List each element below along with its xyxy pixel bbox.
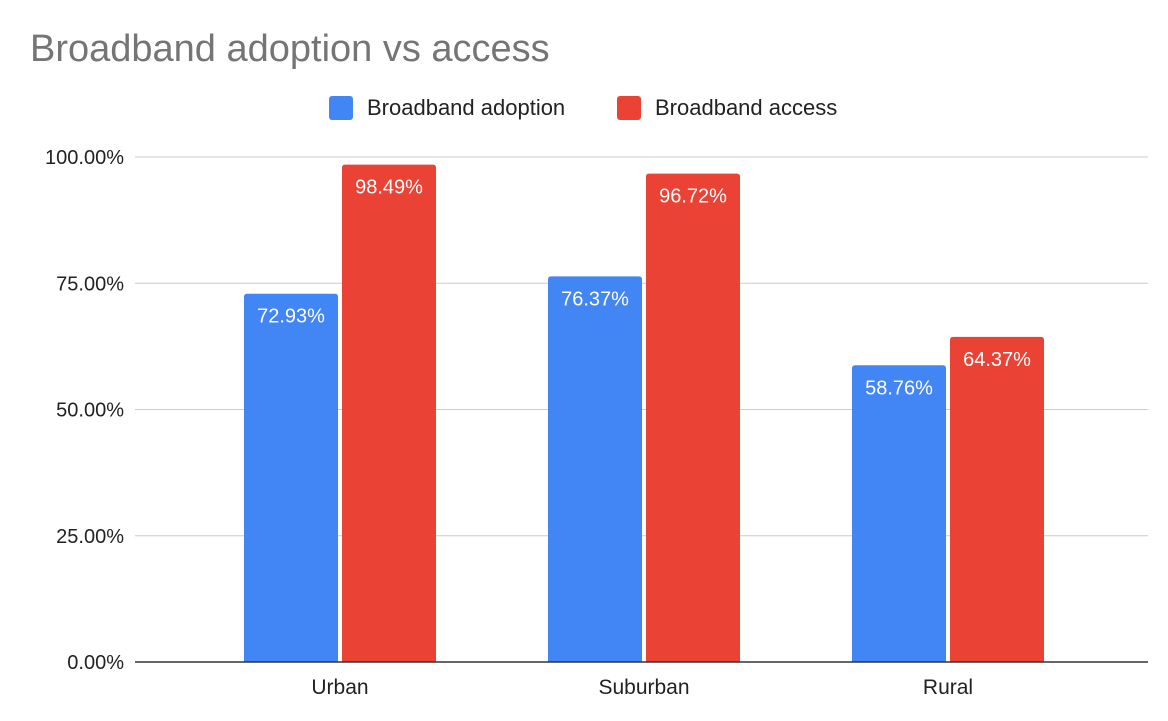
bar-broadband-access-suburban xyxy=(646,173,740,662)
data-label: 76.37% xyxy=(561,288,629,310)
data-labels: 72.93% 98.49% 76.37% 96.72% 58.76% 64.37% xyxy=(257,177,1031,400)
x-tick-label: Rural xyxy=(923,676,973,699)
legend-swatch xyxy=(617,96,641,120)
y-axis-tick-labels: 0.00% 25.00% 50.00% 75.00% 100.00% xyxy=(45,147,124,674)
bar-broadband-access-rural xyxy=(950,336,1044,662)
legend-swatch xyxy=(329,96,353,120)
x-tick-label: Suburban xyxy=(598,676,689,699)
x-axis-tick-labels: Urban Suburban Rural xyxy=(311,676,973,699)
data-label: 64.37% xyxy=(963,349,1031,371)
bar-broadband-adoption-rural xyxy=(852,365,946,662)
data-label: 58.76% xyxy=(865,377,933,399)
bar-broadband-adoption-urban xyxy=(244,293,338,662)
y-tick-label: 100.00% xyxy=(45,147,124,169)
x-tick-label: Urban xyxy=(311,676,368,699)
bars xyxy=(244,164,1044,663)
data-label: 72.93% xyxy=(257,306,325,328)
y-tick-label: 0.00% xyxy=(67,652,124,674)
y-tick-label: 50.00% xyxy=(56,400,124,422)
chart-title: Broadband adoption vs access xyxy=(30,28,550,70)
data-label: 98.49% xyxy=(355,177,423,199)
data-label: 96.72% xyxy=(659,186,727,208)
legend-label: Broadband access xyxy=(655,95,837,120)
bar-broadband-adoption-suburban xyxy=(548,276,642,662)
y-tick-label: 75.00% xyxy=(56,273,124,295)
bar-broadband-access-urban xyxy=(342,164,436,663)
y-tick-label: 25.00% xyxy=(56,526,124,548)
legend-label: Broadband adoption xyxy=(367,95,565,120)
legend: Broadband adoption Broadband access xyxy=(329,95,837,120)
